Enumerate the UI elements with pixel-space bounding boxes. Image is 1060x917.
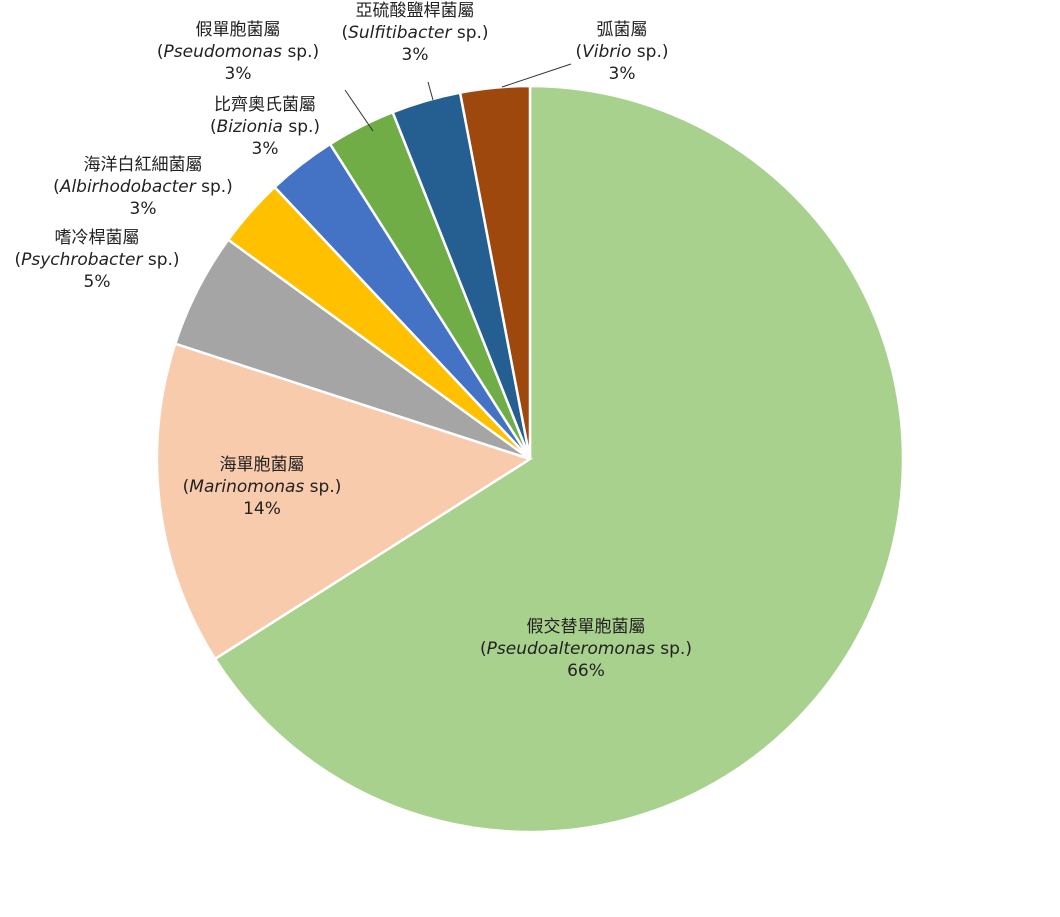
label-chinese-name: 弧菌屬 <box>597 20 648 40</box>
data-label-psychrobacter: 嗜冷桿菌屬 (Psychrobacter sp.) 5% <box>14 228 179 292</box>
data-label-sulfitibacter: 亞硫酸鹽桿菌屬 (Sulfitibacter sp.) 3% <box>341 1 488 65</box>
pie-slice-marinomonas <box>155 342 533 661</box>
data-label-vibrio: 弧菌屬 (Vibrio sp.) 3% <box>576 20 669 84</box>
label-suffix: sp.) <box>142 250 179 270</box>
label-percent: 3% <box>609 64 636 84</box>
label-percent: 3% <box>402 45 429 65</box>
label-percent: 66% <box>567 661 605 681</box>
label-latin-name: Psychrobacter <box>21 250 143 270</box>
label-suffix: sp.) <box>196 177 233 197</box>
label-suffix: sp.) <box>283 117 320 137</box>
label-chinese-name: 海單胞菌屬 <box>220 455 305 475</box>
label-suffix: sp.) <box>631 42 668 62</box>
leader-line-sulfitibacter <box>427 81 434 101</box>
label-paren-open: ( <box>14 250 21 270</box>
label-paren-open: ( <box>157 42 164 62</box>
data-label-pseudomonas: 假單胞菌屬 (Pseudomonas sp.) 3% <box>157 20 319 84</box>
leader-line-pseudomonas <box>344 89 374 132</box>
label-percent: 5% <box>84 272 111 292</box>
label-chinese-name: 假交替單胞菌屬 <box>527 617 646 637</box>
label-percent: 3% <box>252 139 279 159</box>
label-latin-name: Pseudoalteromonas <box>487 639 655 659</box>
label-latin-name: Albirhodobacter <box>59 177 197 197</box>
label-paren-open: ( <box>480 639 487 659</box>
label-chinese-name: 假單胞菌屬 <box>196 20 281 40</box>
label-chinese-name: 海洋白紅細菌屬 <box>84 155 203 175</box>
data-label-bizionia: 比齊奧氏菌屬(Bizionia sp.) 3% <box>210 95 320 159</box>
data-label-albirhodobacter: 海洋白紅細菌屬 (Albirhodobacter sp.) 3% <box>53 155 233 219</box>
label-paren-open: ( <box>341 23 348 43</box>
label-chinese-name: 嗜冷桿菌屬 <box>55 228 140 248</box>
label-suffix: sp.) <box>451 23 488 43</box>
data-label-pseudoalteromonas: 假交替單胞菌屬 (Pseudoalteromonas sp.) 66% <box>480 617 692 681</box>
label-suffix: sp.) <box>304 477 341 497</box>
label-paren-open: ( <box>183 477 190 497</box>
label-latin-name: Pseudomonas <box>164 42 283 62</box>
leader-line-vibrio <box>501 63 572 88</box>
label-suffix: sp.) <box>282 42 319 62</box>
label-percent: 3% <box>225 64 252 84</box>
pie-slice-vibrio <box>458 84 532 460</box>
label-latin-name: Vibrio <box>582 42 631 62</box>
label-suffix: sp.) <box>655 639 692 659</box>
label-paren-open: ( <box>53 177 60 197</box>
label-latin-name: Marinomonas <box>189 477 304 497</box>
data-label-marinomonas: 海單胞菌屬 (Marinomonas sp.) 14% <box>183 455 342 519</box>
label-percent: 14% <box>243 499 281 519</box>
label-latin-name: Bizionia <box>217 117 283 137</box>
data-labels: 假交替單胞菌屬(Pseudoalteromonas sp.) 66%海單胞菌屬(M… <box>14 1 692 681</box>
leader-lines <box>344 63 572 132</box>
pie-slice-pseudoalteromonas <box>213 84 905 834</box>
label-percent: 3% <box>130 199 157 219</box>
label-chinese-name: 比齊奧氏菌屬 <box>214 95 316 115</box>
label-latin-name: Sulfitibacter <box>348 23 452 43</box>
label-chinese-name: 亞硫酸鹽桿菌屬 <box>356 1 475 21</box>
label-paren-open: ( <box>576 42 583 62</box>
label-paren-open: ( <box>210 117 217 137</box>
pie-slices <box>155 84 905 834</box>
